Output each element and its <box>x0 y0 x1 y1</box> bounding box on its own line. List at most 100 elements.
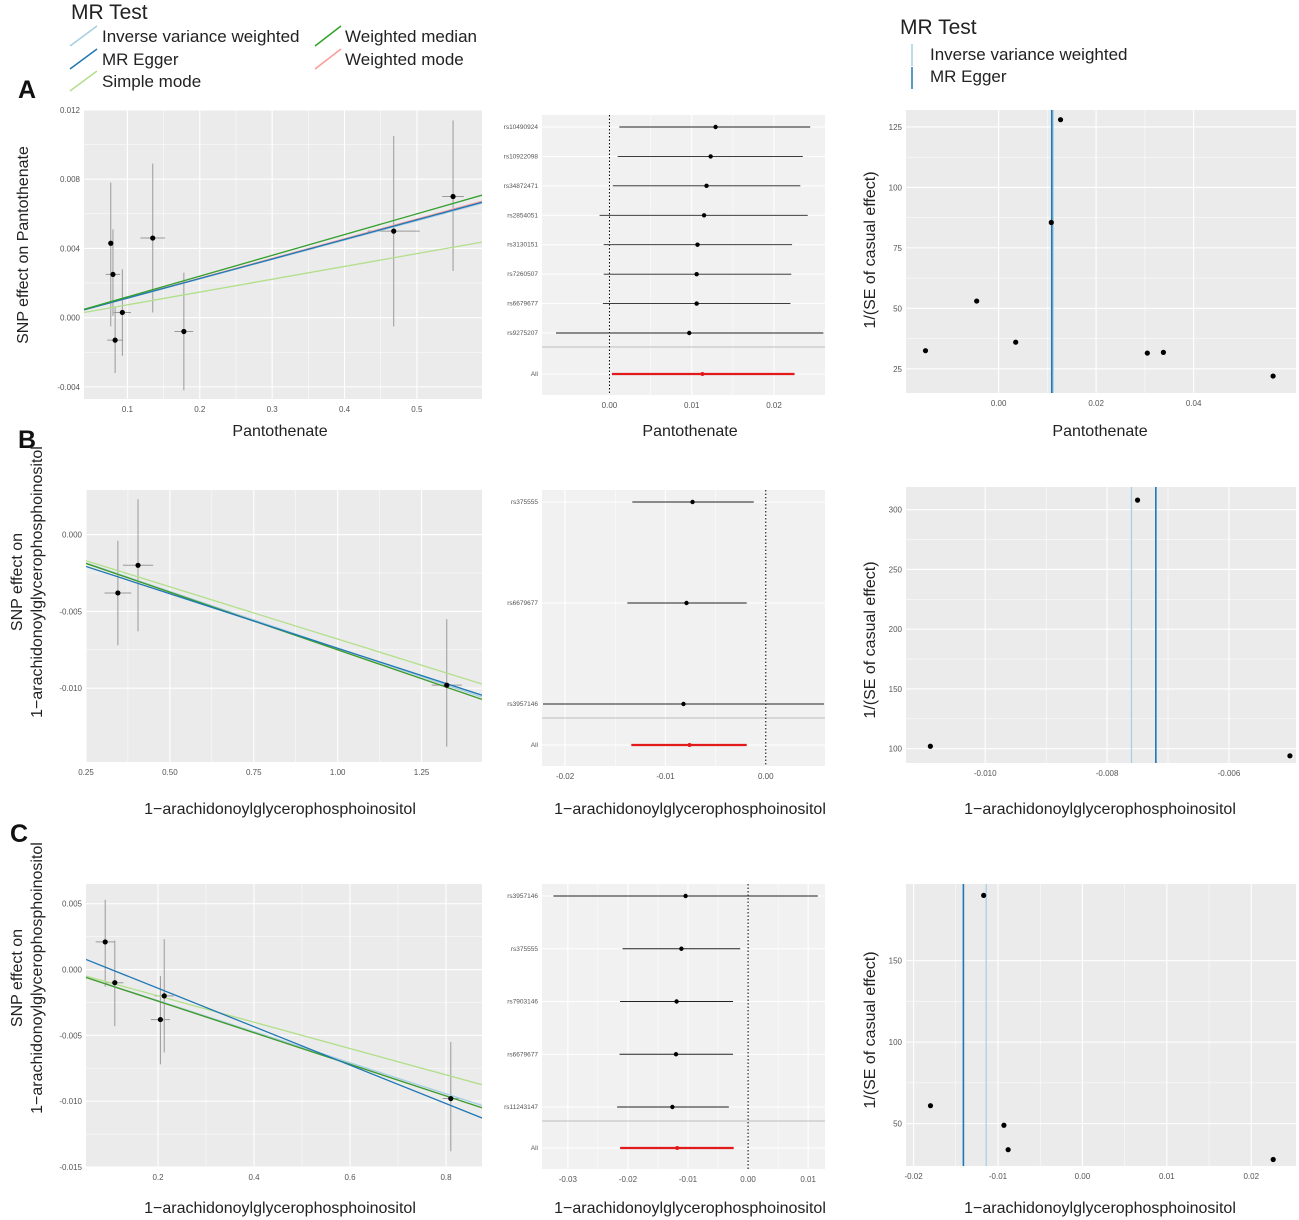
panel-letter-b: B <box>18 426 36 454</box>
x-tick-label: 0.00 <box>991 399 1007 408</box>
snp-estimate <box>684 600 689 606</box>
chart-b-funnel: -0.010 -0.008 -0.006 100 150 200 250 300 1−arach… <box>862 487 1296 818</box>
y-tick-label: -0.015 <box>59 1163 82 1172</box>
snp-label: rs10490924 <box>504 124 539 131</box>
panel-letter-a: A <box>18 76 36 104</box>
legend-right-label-ivw: Inverse variance weighted <box>930 45 1128 64</box>
data-point <box>927 743 933 749</box>
plot-background <box>906 110 1296 393</box>
y-tick-label: 0.000 <box>62 966 83 975</box>
x-tick-label: 0.02 <box>1243 1172 1259 1181</box>
legend-right: MR Test Inverse variance weighted MR Egg… <box>900 16 1128 89</box>
x-axis-title: 1−arachidonoylglycerophosphoinositol <box>144 1200 416 1217</box>
y-tick-label: 0.000 <box>62 531 83 540</box>
data-point <box>450 193 456 200</box>
chart-a-funnel: 0.00 0.02 0.04 25 50 75 100 125 Pantothenate 1/(S… <box>862 110 1296 440</box>
legend-left: MR Test Inverse variance weighted Weight… <box>69 1 477 92</box>
snp-estimate <box>679 946 684 951</box>
snp-estimate <box>670 1104 675 1110</box>
data-point <box>110 271 116 278</box>
plot-background <box>906 487 1296 763</box>
x-tick-label: 0.00 <box>740 1175 756 1184</box>
plot-background <box>86 490 482 762</box>
x-tick-label: 0.4 <box>248 1173 260 1182</box>
x-tick-label: 0.04 <box>1186 399 1202 408</box>
y-tick-label: 50 <box>893 304 902 313</box>
y-tick-label: 0.000 <box>60 314 81 323</box>
regression-line-mr-egger <box>84 201 482 311</box>
plot-area <box>542 115 825 395</box>
y-tick-label: 50 <box>893 1120 902 1129</box>
x-tick-label: -0.02 <box>556 772 575 781</box>
data-point <box>974 298 980 304</box>
legend-item-weighted-median: Weighted median <box>314 25 477 47</box>
data-point <box>927 1103 934 1109</box>
legend-right-item-ivw: Inverse variance weighted <box>911 44 1128 66</box>
y-tick-label: -0.005 <box>59 1031 82 1040</box>
legend-right-item-mr-egger: MR Egger <box>911 67 1007 89</box>
y-tick-label: 100 <box>889 745 903 754</box>
snp-estimate <box>694 301 699 306</box>
x-tick-label: 1.25 <box>414 768 430 777</box>
legend-item-ivw: Inverse variance weighted <box>69 25 300 47</box>
snp-label: rs3957146 <box>507 893 538 900</box>
data-point <box>1048 219 1054 226</box>
snp-estimate <box>704 183 709 189</box>
y-tick-label: 25 <box>893 365 902 374</box>
snp-estimate <box>690 499 695 505</box>
legend-right-label-mr-egger: MR Egger <box>930 67 1007 86</box>
x-tick-label: 0.25 <box>78 768 94 777</box>
y-axis-title: 1/(SE of casual effect) <box>862 171 879 328</box>
x-tick-label: -0.01 <box>656 772 675 781</box>
chart-b-scatter: 0.25 0.50 0.75 1.00 1.25 -0.010 -0.005 0.000 1−a… <box>9 446 482 818</box>
y-tick-label: 0.005 <box>62 900 83 909</box>
snp-estimate <box>681 701 686 707</box>
snp-label: rs6679677 <box>507 600 538 607</box>
regression-line-simple-mode <box>84 241 482 314</box>
y-tick-label: 300 <box>889 506 903 515</box>
legend-label-ivw: Inverse variance weighted <box>102 27 300 46</box>
regression-line-mr-egger <box>86 958 482 1119</box>
overall-label: All <box>531 371 539 378</box>
plot-background <box>542 490 825 766</box>
plot-background <box>86 884 482 1167</box>
y-axis-title-line: SNP effect on Pantothenate <box>15 146 32 344</box>
snp-estimate <box>683 893 688 899</box>
x-tick-label: 0.8 <box>440 1173 452 1182</box>
data-point <box>1144 350 1150 356</box>
data-point <box>112 337 118 343</box>
snp-label: rs9275207 <box>507 330 538 337</box>
data-point <box>1057 117 1064 123</box>
x-axis-title: 1−arachidonoylglycerophosphoinositol <box>964 1200 1236 1217</box>
x-tick-label: 0.01 <box>800 1175 816 1184</box>
overall-estimate <box>675 1146 680 1150</box>
data-point <box>1134 497 1141 503</box>
x-tick-label: 0.3 <box>267 405 279 414</box>
snp-label: rs375555 <box>511 946 538 953</box>
data-point <box>157 1016 163 1023</box>
x-tick-label: 0.01 <box>1159 1172 1175 1181</box>
x-tick-label: 0.1 <box>122 405 134 414</box>
x-tick-label: 0.75 <box>246 768 262 777</box>
snp-estimate <box>701 213 707 218</box>
y-axis-title: 1/(SE of casual effect) <box>862 951 879 1108</box>
y-tick-label: 250 <box>889 565 903 574</box>
data-point <box>391 228 397 234</box>
snp-estimate <box>713 124 718 130</box>
snp-estimate <box>687 330 692 336</box>
legend-item-simple-mode: Simple mode <box>69 70 201 92</box>
x-tick-label: 0.6 <box>344 1173 356 1182</box>
x-tick-label: 0.02 <box>766 401 782 410</box>
y-tick-label: 125 <box>889 123 903 132</box>
snp-label: rs2854051 <box>507 212 538 219</box>
x-tick-label: 0.02 <box>1088 399 1104 408</box>
plot-background <box>84 110 482 399</box>
snp-label: rs6679677 <box>507 1051 538 1058</box>
data-point <box>1005 1147 1011 1153</box>
overall-label: All <box>531 742 539 749</box>
overall-estimate <box>687 743 692 747</box>
snp-estimate <box>673 1052 679 1057</box>
legend-item-mr-egger: MR Egger <box>69 48 179 70</box>
snp-estimate <box>694 271 699 277</box>
snp-label: rs34872471 <box>504 183 539 190</box>
